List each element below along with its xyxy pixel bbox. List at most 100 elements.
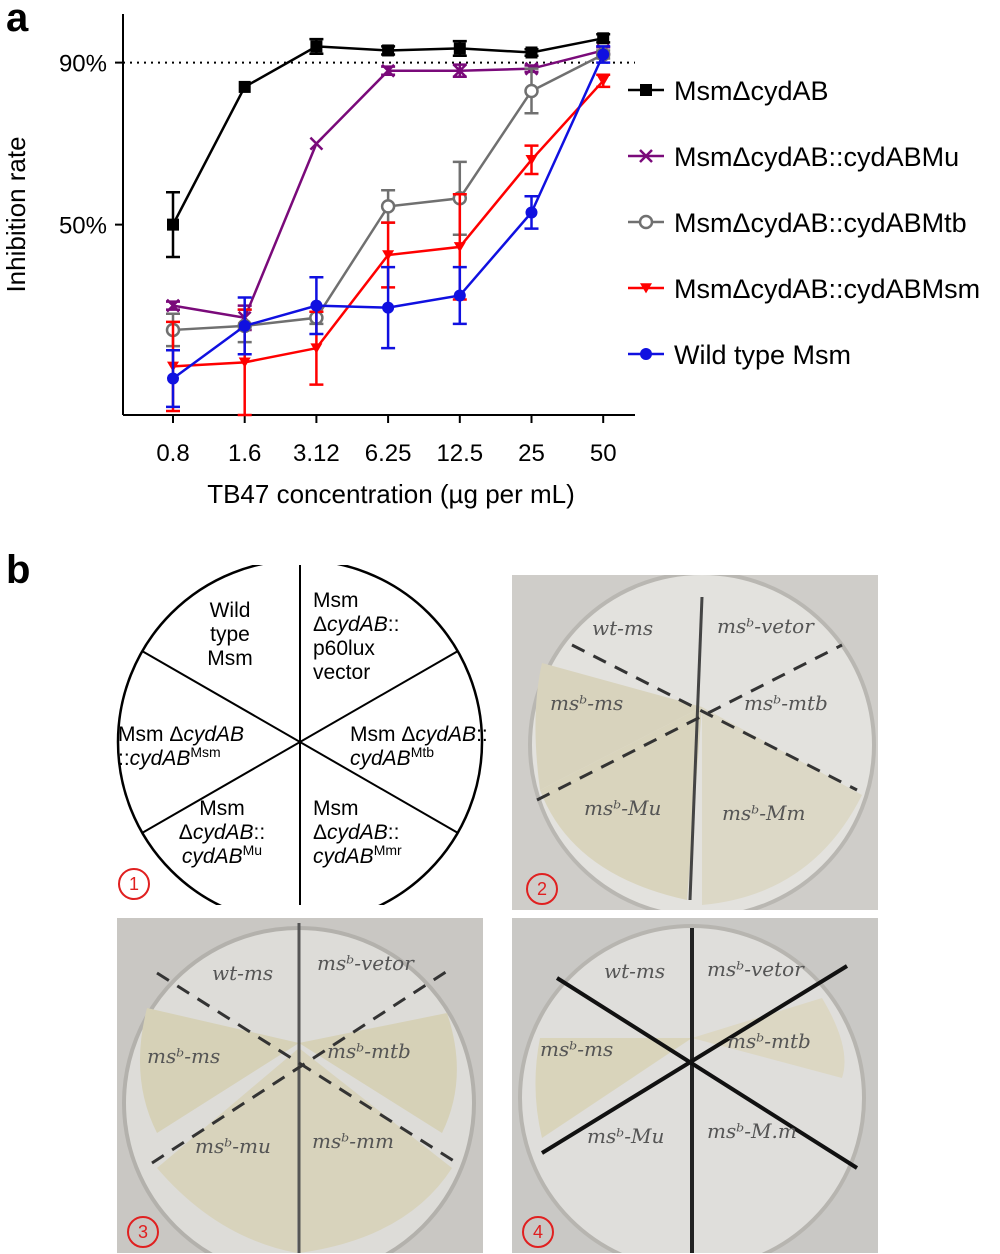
plate-label: msᵇ-ms	[550, 691, 623, 715]
data-point	[453, 289, 466, 302]
legend-entry: MsmΔcydAB	[628, 76, 829, 106]
plate-photo-2: wt-ms msᵇ-vetor msᵇ-mtb msᵇ-Mm msᵇ-Mu ms…	[512, 575, 878, 910]
data-point	[238, 80, 251, 93]
data-point	[382, 44, 395, 57]
plate-label: wt-ms	[212, 961, 273, 985]
legend-label: MsmΔcydAB	[674, 76, 829, 106]
plate-label: msᵇ-mtb	[327, 1039, 411, 1063]
data-point	[381, 63, 395, 78]
data-point	[382, 250, 395, 261]
growth-zone	[299, 1048, 452, 1253]
diagram-label: cydABMtb	[350, 744, 434, 770]
y-tick-label: 50%	[59, 213, 107, 240]
data-point	[310, 299, 323, 312]
x-tick-label: 3.12	[293, 440, 340, 467]
y-tick-label: 90%	[59, 51, 107, 78]
diagram-label: Msm	[199, 797, 245, 820]
plate-label: wt-ms	[604, 959, 665, 983]
legend-label: MsmΔcydAB::cydABMtb	[674, 208, 967, 238]
diagram-circle	[116, 565, 484, 905]
diagram-label: p60lux	[313, 637, 375, 660]
plate-label: msᵇ-mtb	[727, 1029, 811, 1053]
data-point	[640, 84, 652, 96]
panel-b-letter: b	[6, 548, 31, 592]
x-tick-label: 12.5	[436, 440, 483, 467]
plate-label: msᵇ-mm	[312, 1129, 394, 1153]
legend-entry: MsmΔcydAB::cydABMsm	[628, 274, 980, 304]
diagram-label: vector	[313, 661, 370, 684]
plate-number-3: 3	[127, 1216, 159, 1248]
data-point	[597, 32, 610, 45]
plate-label: wt-ms	[592, 616, 653, 640]
diagram-label: ::cydABMsm	[118, 744, 221, 770]
x-tick-label: 6.25	[365, 440, 412, 467]
series-Wild type Msm	[166, 45, 611, 409]
diagram-label: Msm	[207, 647, 253, 670]
panel-a-letter: a	[6, 0, 29, 40]
plate-number-4: 4	[522, 1216, 554, 1248]
plate-label: msᵇ-Mu	[587, 1124, 664, 1148]
legend-entry: Wild type Msm	[628, 340, 851, 370]
plate-label: msᵇ-vetor	[317, 951, 415, 975]
x-axis-label: TB47 concentration (µg per mL)	[207, 479, 575, 509]
diagram-label: Msm	[313, 589, 359, 612]
plate-label: msᵇ-ms	[147, 1044, 220, 1068]
plate-label: msᵇ-Mm	[722, 801, 805, 825]
data-point	[309, 136, 324, 151]
x-tick-label: 25	[518, 440, 545, 467]
petri-dish: wt-ms msᵇ-vetor msᵇ-mtb msᵇ-Mm msᵇ-Mu ms…	[512, 575, 878, 910]
data-point	[238, 319, 251, 332]
data-point	[525, 46, 538, 59]
data-point	[166, 298, 180, 313]
plate-photo-4: wt-ms msᵇ-vetor msᵇ-mtb msᵇ-M.m msᵇ-Mu m…	[512, 918, 878, 1253]
growth-zone	[535, 1038, 692, 1138]
data-point	[453, 242, 466, 253]
plate-label: msᵇ-M.m	[707, 1119, 797, 1143]
growth-zone	[692, 998, 845, 1078]
x-tick-label: 0.8	[156, 440, 189, 467]
plate-photo-3: wt-ms msᵇ-vetor msᵇ-mtb msᵇ-mm msᵇ-mu ms…	[117, 918, 483, 1253]
diagram-label: ΔcydAB::	[179, 821, 265, 844]
data-point	[525, 206, 538, 219]
petri-dish: wt-ms msᵇ-vetor msᵇ-mtb msᵇ-mm msᵇ-mu ms…	[117, 918, 483, 1253]
data-point	[639, 149, 653, 163]
plate-label: msᵇ-mu	[195, 1134, 271, 1158]
data-point	[452, 63, 467, 78]
plate-label: msᵇ-vetor	[707, 957, 805, 981]
legend-label: Wild type Msm	[674, 340, 851, 370]
legend-label: MsmΔcydAB::cydABMu	[674, 142, 959, 172]
diagram-label: type	[210, 623, 250, 646]
plate-label: msᵇ-vetor	[717, 614, 815, 638]
legend-label: MsmΔcydAB::cydABMsm	[674, 274, 980, 304]
diagram-label: cydABMu	[182, 842, 262, 868]
legend-entry: MsmΔcydAB::cydABMtb	[628, 208, 967, 238]
growth-zone	[157, 1048, 299, 1253]
growth-zone	[702, 707, 862, 905]
series-MsmΔcydAB::cydABMsm	[166, 73, 611, 417]
data-point	[525, 155, 538, 166]
diagram-label: Msm	[313, 797, 359, 820]
inhibition-chart: 90% 50% 0.8 1.6 3.12 6.25 12.5 25 50 TB47 concent…	[1, 14, 980, 509]
y-axis-label: Inhibition rate	[1, 136, 31, 292]
diagram-label: cydABMmr	[313, 842, 402, 868]
data-point	[167, 218, 179, 231]
x-tick-label: 1.6	[228, 440, 261, 467]
plate-number-2: 2	[526, 873, 558, 905]
data-point	[238, 357, 251, 368]
data-point	[597, 48, 610, 61]
data-point	[167, 372, 179, 385]
data-point	[640, 348, 652, 360]
plate-label: msᵇ-mtb	[744, 691, 828, 715]
plate-label: msᵇ-Mu	[584, 796, 661, 820]
petri-dish: wt-ms msᵇ-vetor msᵇ-mtb msᵇ-M.m msᵇ-Mu m…	[512, 918, 878, 1253]
data-point	[310, 343, 323, 354]
x-tick-label: 50	[590, 440, 617, 467]
data-point	[638, 214, 654, 230]
data-point	[310, 40, 323, 53]
series-MsmΔcydAB	[166, 32, 611, 259]
data-point	[640, 283, 652, 294]
plate-label: msᵇ-ms	[540, 1037, 613, 1061]
diagram-label: ΔcydAB::	[313, 821, 399, 844]
data-point	[524, 83, 539, 99]
